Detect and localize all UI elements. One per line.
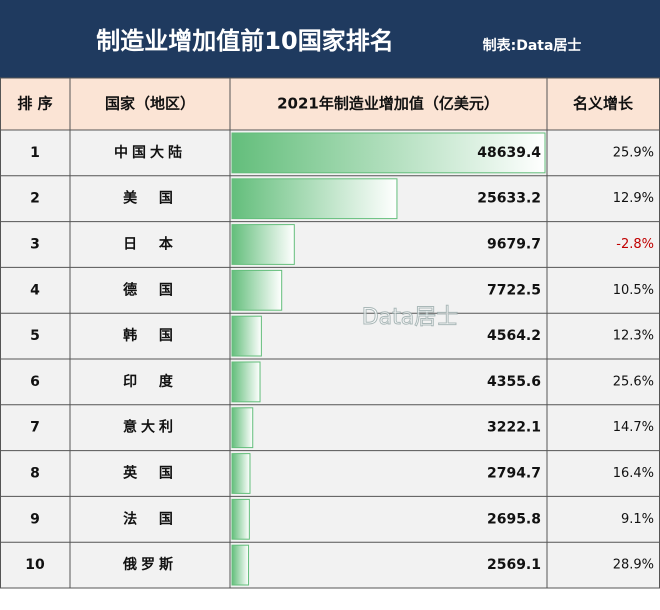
column-header: 2021年制造业增加值（亿美元） — [277, 95, 499, 113]
data-bar — [231, 498, 250, 540]
value: 48639.4 — [477, 145, 541, 161]
data-bar — [231, 269, 283, 311]
watermark: Data居士 — [362, 305, 459, 330]
row-bg — [0, 542, 660, 588]
growth: -2.8% — [616, 237, 654, 252]
country: 法 国 — [123, 510, 177, 527]
growth: 9.1% — [621, 512, 654, 527]
data-bar — [231, 315, 262, 357]
rank: 4 — [30, 282, 40, 298]
rank: 1 — [30, 145, 40, 161]
country: 中国大陆 — [114, 144, 186, 161]
data-bar — [231, 132, 546, 174]
data-bar — [231, 361, 261, 403]
value: 7722.5 — [487, 282, 541, 298]
value: 9679.7 — [487, 237, 541, 253]
column-header: 排 序 — [17, 95, 52, 113]
country: 美 国 — [123, 190, 177, 207]
rank: 10 — [25, 557, 45, 573]
row-bg — [0, 359, 660, 405]
growth: 28.9% — [613, 558, 654, 573]
value: 3222.1 — [487, 420, 541, 436]
row-bg — [0, 450, 660, 497]
value: 2695.8 — [487, 511, 541, 527]
rank: 7 — [30, 420, 40, 436]
rank: 9 — [30, 511, 40, 527]
growth: 14.7% — [613, 420, 654, 435]
rank: 8 — [30, 466, 40, 482]
value: 25633.2 — [477, 191, 541, 207]
value: 2569.1 — [487, 557, 541, 573]
data-bar — [231, 544, 250, 586]
row-bg — [0, 313, 660, 359]
data-bar — [231, 407, 254, 449]
growth: 25.9% — [613, 145, 654, 160]
rank: 6 — [30, 374, 40, 390]
header-row — [0, 78, 660, 130]
value: 4355.6 — [487, 374, 541, 390]
row-bg — [0, 221, 660, 268]
growth: 10.5% — [613, 283, 654, 298]
row-bg — [0, 404, 660, 451]
country: 日 本 — [123, 236, 177, 253]
growth: 12.3% — [613, 329, 654, 344]
country: 俄罗斯 — [122, 556, 177, 573]
title: 制造业增加值前10国家排名 — [96, 27, 393, 55]
rank: 5 — [30, 328, 40, 344]
growth: 25.6% — [613, 374, 654, 389]
rank: 2 — [30, 191, 40, 207]
rank: 3 — [30, 237, 40, 253]
country: 英 国 — [122, 465, 177, 482]
growth: 16.4% — [613, 466, 654, 481]
value: 4564.2 — [487, 328, 541, 344]
title-bar — [0, 0, 660, 78]
country: 印 度 — [123, 373, 177, 390]
data-bar — [231, 453, 251, 494]
growth: 12.9% — [613, 191, 654, 206]
country: 德 国 — [123, 281, 177, 298]
country: 韩 国 — [123, 327, 177, 344]
country: 意大利 — [123, 419, 177, 436]
row-bg — [0, 496, 660, 543]
column-header: 名义增长 — [573, 95, 634, 113]
value: 2794.7 — [487, 466, 541, 482]
row-bg — [0, 267, 660, 314]
data-bar — [231, 224, 295, 265]
subtitle: 制表:Data居士 — [483, 37, 582, 54]
data-bar — [231, 178, 398, 220]
column-header: 国家（地区） — [105, 95, 195, 113]
